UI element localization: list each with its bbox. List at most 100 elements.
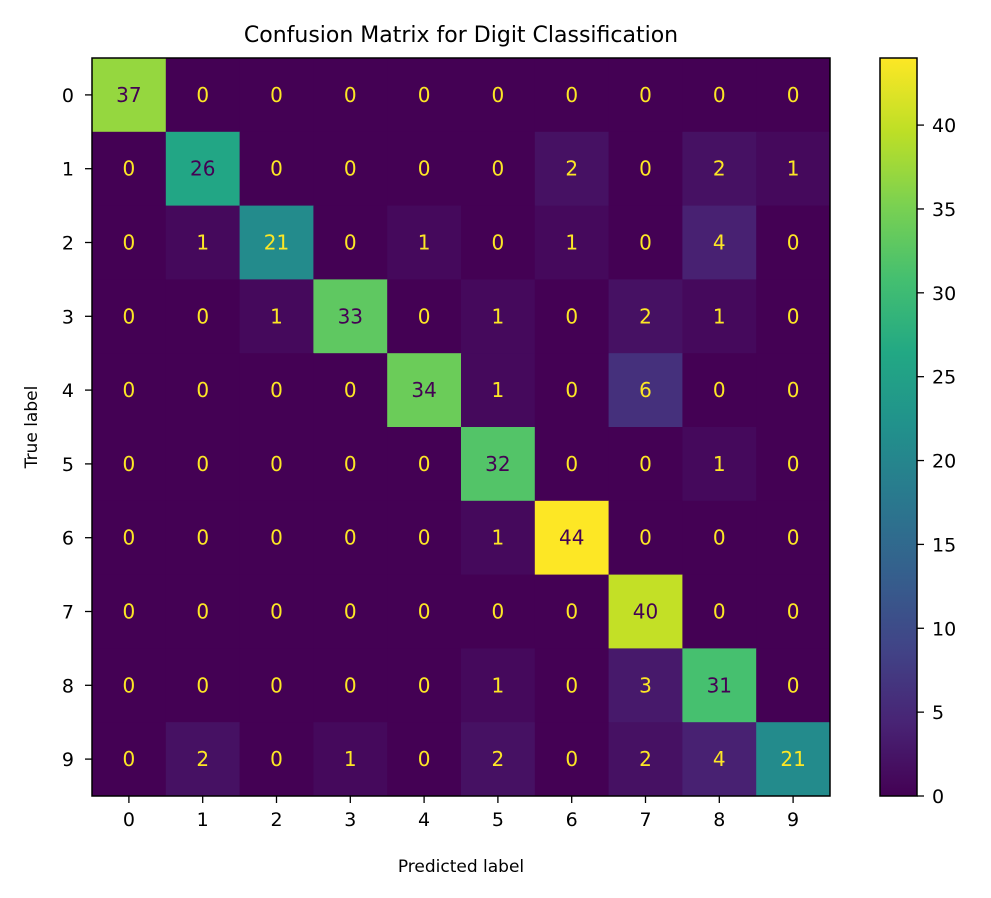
cell-value-label: 0 xyxy=(418,673,431,697)
heatmap-cell xyxy=(165,722,241,797)
heatmap-cell xyxy=(608,722,683,797)
colorbar-ticks: 0 5 10 15 20 25 30 35 40 xyxy=(917,115,956,808)
cell-value-label: 32 xyxy=(485,452,510,476)
cell-value-label: 0 xyxy=(344,673,357,697)
heatmap-cell xyxy=(165,500,241,576)
heatmap-cell xyxy=(682,427,757,502)
heatmap-cell xyxy=(239,427,314,502)
heatmap-cell xyxy=(608,131,683,207)
x-tick-label: 9 xyxy=(787,809,799,831)
heatmap-cell xyxy=(534,58,610,133)
cell-value-label: 1 xyxy=(492,526,505,550)
heatmap-cell xyxy=(756,427,831,502)
cell-value-label: 1 xyxy=(713,452,726,476)
heatmap-cell xyxy=(313,58,388,133)
cell-value-label: 0 xyxy=(565,83,578,107)
y-axis-ticks: 0 1 2 3 4 5 6 7 8 9 xyxy=(62,85,92,771)
x-tick-label: 5 xyxy=(492,809,504,831)
heatmap-cell xyxy=(608,427,683,502)
cell-value-label: 0 xyxy=(713,83,726,107)
cell-value-label: 0 xyxy=(639,526,652,550)
cell-value-label: 0 xyxy=(196,83,209,107)
cell-value-label: 34 xyxy=(411,378,436,402)
heatmap-cell xyxy=(461,353,536,428)
heatmap-cell xyxy=(682,648,757,723)
heatmap-cell xyxy=(387,279,462,354)
heatmap-cell xyxy=(756,131,831,207)
cell-value-label: 2 xyxy=(639,304,652,328)
heatmap-cell xyxy=(461,58,536,133)
cell-value-label: 0 xyxy=(639,83,652,107)
heatmap-cell xyxy=(313,648,388,723)
heatmap-cell xyxy=(239,722,314,797)
cell-value-label: 0 xyxy=(123,600,136,624)
x-axis-label: Predicted label xyxy=(398,857,524,877)
cell-value-label: 0 xyxy=(123,231,136,255)
heatmap-cell xyxy=(92,574,167,649)
x-axis-ticks: 0 1 2 3 4 5 6 7 8 9 xyxy=(123,796,799,831)
heatmap-cell xyxy=(92,353,167,428)
heatmap-cell xyxy=(682,500,757,576)
cell-value-label: 1 xyxy=(492,673,505,697)
y-tick-label: 7 xyxy=(62,602,74,624)
y-tick-label: 6 xyxy=(62,528,74,550)
cell-value-label: 1 xyxy=(196,231,209,255)
heatmap-cell xyxy=(534,131,610,207)
cell-value-label: 0 xyxy=(787,83,800,107)
cell-value-label: 4 xyxy=(713,231,726,255)
heatmap-cell xyxy=(387,205,462,280)
heatmap-cell xyxy=(92,205,167,280)
heatmap-cell xyxy=(756,205,831,280)
cell-value-label: 40 xyxy=(633,600,658,624)
colorbar-tick-label: 0 xyxy=(932,786,944,808)
cell-value-label: 2 xyxy=(492,747,505,771)
x-tick-label: 7 xyxy=(639,809,651,831)
cell-value-label: 2 xyxy=(565,157,578,181)
heatmap-cell xyxy=(239,131,314,207)
heatmap-cell xyxy=(534,574,610,649)
cell-value-label: 0 xyxy=(418,452,431,476)
heatmap-cell xyxy=(165,58,241,133)
y-tick-label: 2 xyxy=(62,233,74,255)
cell-value-label: 0 xyxy=(418,600,431,624)
heatmap-cell xyxy=(534,722,610,797)
cell-value-label: 3 xyxy=(639,673,652,697)
cell-value-label: 31 xyxy=(707,673,732,697)
cell-value-label: 0 xyxy=(639,157,652,181)
cell-value-label: 21 xyxy=(264,231,289,255)
colorbar-tick-label: 20 xyxy=(932,451,956,473)
heatmap-cell xyxy=(239,279,314,354)
heatmap-cell xyxy=(387,427,462,502)
heatmap-cell xyxy=(92,279,167,354)
heatmap-cell xyxy=(534,353,610,428)
cell-value-label: 33 xyxy=(338,304,363,328)
cell-value-label: 0 xyxy=(270,600,283,624)
cell-value-label: 0 xyxy=(123,526,136,550)
heatmap-cell xyxy=(682,279,757,354)
cell-value-label: 4 xyxy=(713,747,726,771)
colorbar-tick-label: 30 xyxy=(932,283,956,305)
cell-value-label: 0 xyxy=(344,157,357,181)
cell-value-label: 0 xyxy=(787,452,800,476)
heatmap-cell xyxy=(756,722,831,797)
cell-value-label: 0 xyxy=(123,452,136,476)
cell-value-label: 26 xyxy=(190,157,215,181)
cell-value-label: 44 xyxy=(559,526,584,550)
heatmap-cell xyxy=(313,205,388,280)
heatmap-cell xyxy=(756,353,831,428)
heatmap-cell xyxy=(461,648,536,723)
cell-value-label: 0 xyxy=(196,673,209,697)
y-tick-label: 9 xyxy=(62,749,74,771)
heatmap-cell xyxy=(461,574,536,649)
heatmap-cell xyxy=(608,574,683,649)
cell-value-label: 0 xyxy=(196,378,209,402)
cell-value-label: 0 xyxy=(565,452,578,476)
heatmap-cell xyxy=(313,131,388,207)
y-tick-label: 5 xyxy=(62,454,74,476)
cell-value-label: 21 xyxy=(780,747,805,771)
heatmap-cell xyxy=(608,500,683,576)
cell-value-label: 0 xyxy=(639,231,652,255)
heatmap-cell xyxy=(165,353,241,428)
cell-value-label: 0 xyxy=(713,526,726,550)
y-tick-label: 0 xyxy=(62,85,74,107)
